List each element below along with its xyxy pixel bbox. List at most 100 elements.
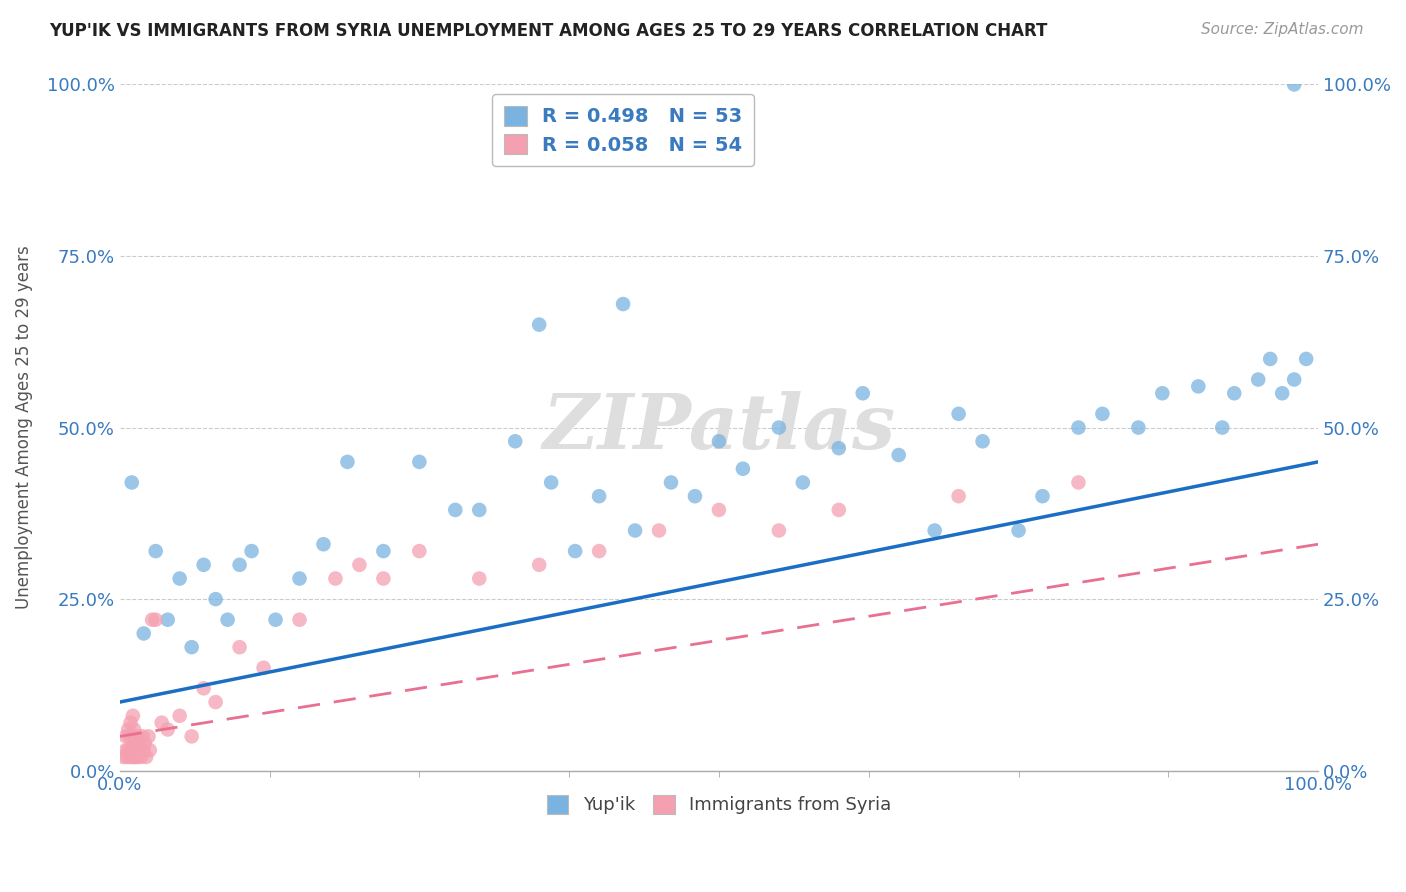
- Point: [127, 730, 149, 744]
- Point: [114, 743, 136, 757]
- Point: [768, 420, 790, 434]
- Point: [924, 524, 946, 538]
- Point: [156, 613, 179, 627]
- Point: [169, 572, 191, 586]
- Point: [288, 572, 311, 586]
- Legend: Yup'ik, Immigrants from Syria: Yup'ik, Immigrants from Syria: [537, 786, 900, 823]
- Point: [264, 613, 287, 627]
- Point: [129, 743, 152, 757]
- Point: [325, 572, 347, 586]
- Point: [852, 386, 875, 401]
- Point: [134, 736, 156, 750]
- Point: [141, 613, 163, 627]
- Text: ZIPatlas: ZIPatlas: [543, 391, 896, 465]
- Point: [124, 750, 146, 764]
- Point: [1031, 489, 1053, 503]
- Point: [156, 723, 179, 737]
- Point: [1091, 407, 1114, 421]
- Point: [540, 475, 562, 490]
- Point: [408, 544, 430, 558]
- Point: [150, 715, 173, 730]
- Point: [527, 318, 550, 332]
- Point: [948, 407, 970, 421]
- Point: [659, 475, 682, 490]
- Point: [120, 715, 142, 730]
- Point: [1282, 372, 1305, 386]
- Point: [132, 743, 155, 757]
- Point: [121, 750, 143, 764]
- Point: [948, 489, 970, 503]
- Point: [217, 613, 239, 627]
- Point: [336, 455, 359, 469]
- Point: [1258, 351, 1281, 366]
- Point: [122, 743, 145, 757]
- Point: [588, 544, 610, 558]
- Point: [135, 750, 157, 764]
- Point: [1067, 475, 1090, 490]
- Point: [503, 434, 526, 449]
- Point: [707, 503, 730, 517]
- Point: [1247, 372, 1270, 386]
- Point: [122, 708, 145, 723]
- Point: [768, 524, 790, 538]
- Point: [624, 524, 647, 538]
- Point: [118, 730, 141, 744]
- Point: [683, 489, 706, 503]
- Point: [1223, 386, 1246, 401]
- Y-axis label: Unemployment Among Ages 25 to 29 years: Unemployment Among Ages 25 to 29 years: [15, 245, 32, 609]
- Point: [228, 558, 250, 572]
- Point: [648, 524, 671, 538]
- Point: [527, 558, 550, 572]
- Point: [312, 537, 335, 551]
- Point: [115, 750, 138, 764]
- Point: [373, 544, 395, 558]
- Point: [193, 558, 215, 572]
- Point: [1152, 386, 1174, 401]
- Point: [707, 434, 730, 449]
- Point: [1067, 420, 1090, 434]
- Point: [180, 640, 202, 655]
- Point: [121, 475, 143, 490]
- Point: [138, 743, 160, 757]
- Point: [121, 730, 143, 744]
- Point: [1295, 351, 1317, 366]
- Point: [122, 723, 145, 737]
- Point: [193, 681, 215, 696]
- Point: [349, 558, 371, 572]
- Point: [124, 736, 146, 750]
- Point: [117, 723, 139, 737]
- Point: [138, 730, 160, 744]
- Point: [131, 750, 153, 764]
- Point: [252, 661, 274, 675]
- Point: [169, 708, 191, 723]
- Point: [887, 448, 910, 462]
- Point: [125, 743, 148, 757]
- Point: [127, 750, 149, 764]
- Point: [468, 503, 491, 517]
- Point: [117, 743, 139, 757]
- Point: [588, 489, 610, 503]
- Point: [132, 626, 155, 640]
- Point: [1007, 524, 1029, 538]
- Point: [373, 572, 395, 586]
- Point: [1128, 420, 1150, 434]
- Point: [131, 730, 153, 744]
- Point: [1271, 386, 1294, 401]
- Point: [828, 503, 851, 517]
- Point: [288, 613, 311, 627]
- Point: [180, 730, 202, 744]
- Point: [118, 750, 141, 764]
- Point: [828, 441, 851, 455]
- Point: [120, 743, 142, 757]
- Point: [204, 695, 226, 709]
- Point: [1187, 379, 1209, 393]
- Point: [204, 592, 226, 607]
- Point: [972, 434, 994, 449]
- Point: [228, 640, 250, 655]
- Point: [612, 297, 634, 311]
- Point: [468, 572, 491, 586]
- Point: [792, 475, 814, 490]
- Point: [408, 455, 430, 469]
- Point: [564, 544, 586, 558]
- Point: [112, 750, 135, 764]
